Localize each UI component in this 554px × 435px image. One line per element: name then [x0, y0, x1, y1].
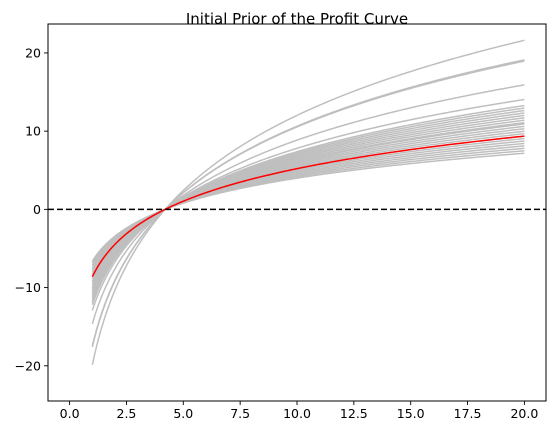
x-tick-label: 17.5 — [454, 406, 482, 421]
y-tick-label: 0 — [33, 202, 41, 217]
chart-title: Initial Prior of the Profit Curve — [186, 10, 408, 28]
y-axis: −20 −10 0 10 20 — [15, 45, 48, 373]
mean-curve-line — [91, 135, 525, 278]
x-axis: 0.0 2.5 5.0 7.5 10.0 12.5 15.0 17.5 20.0 — [60, 401, 538, 421]
x-tick-label: 12.5 — [340, 406, 368, 421]
x-tick-label: 15.0 — [397, 406, 425, 421]
x-tick-label: 20.0 — [510, 406, 538, 421]
x-tick-label: 0.0 — [60, 406, 80, 421]
x-tick-label: 2.5 — [117, 406, 137, 421]
mean-curve-group — [91, 135, 525, 278]
y-tick-label: −20 — [15, 358, 41, 373]
y-tick-label: −10 — [15, 280, 41, 295]
y-tick-label: 20 — [25, 45, 41, 60]
x-tick-label: 10.0 — [283, 406, 311, 421]
x-tick-label: 5.0 — [173, 406, 193, 421]
y-tick-label: 10 — [25, 124, 41, 139]
x-tick-label: 7.5 — [230, 406, 250, 421]
